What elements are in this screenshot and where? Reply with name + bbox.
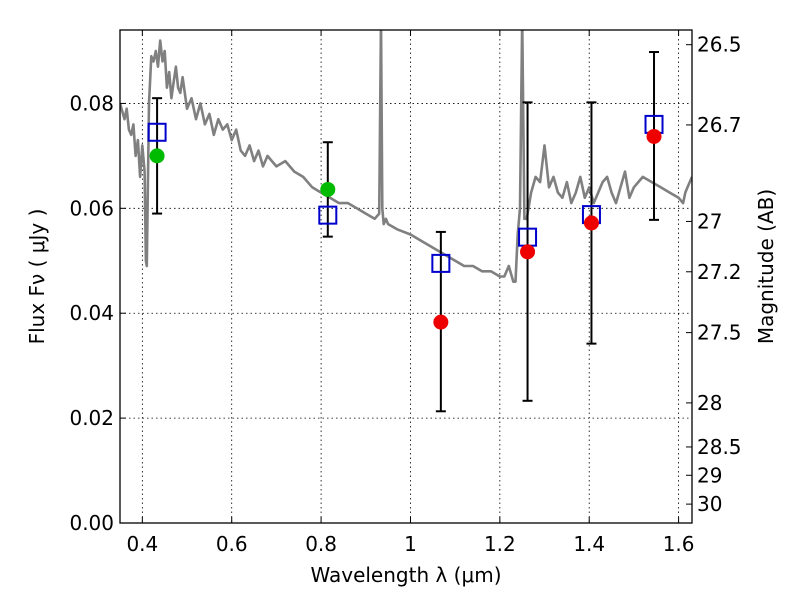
- x-tick-label: 0.8: [305, 532, 337, 556]
- data-point: [433, 314, 449, 330]
- x-tick-label: 1: [404, 532, 417, 556]
- data-point: [583, 215, 599, 231]
- x-tick-label: 0.4: [126, 532, 158, 556]
- ticks: 0.4 0.6 0.8 1 1.2 1.4 1.6 0.00 0.02 0.04 0.06 0.08 2…: [69, 30, 742, 556]
- y2-tick-label: 28: [697, 391, 722, 415]
- model-square-marker: [147, 122, 167, 142]
- data-point: [520, 244, 536, 260]
- data-point: [320, 181, 336, 197]
- x-axis-label: Wavelength λ (μm): [310, 563, 501, 587]
- data-point: [149, 148, 165, 164]
- model-square-marker: [431, 253, 451, 273]
- y2-tick-label: 28.5: [697, 435, 742, 459]
- y2-tick-label: 30: [697, 492, 722, 516]
- x-tick-label: 0.6: [216, 532, 248, 556]
- x-tick-label: 1.6: [663, 532, 695, 556]
- model-square-marker: [318, 205, 338, 225]
- x-tick-label: 1.2: [484, 532, 516, 556]
- y-tick-label: 0.04: [69, 301, 114, 325]
- y-axis-label: Flux Fν ( μJy ): [25, 209, 49, 345]
- y2-tick-label: 27.2: [697, 260, 742, 284]
- y-tick-label: 0.02: [69, 406, 114, 430]
- grid: [120, 30, 692, 524]
- y2-tick-label: 27.5: [697, 321, 742, 345]
- y2-axis-label: Magnitude (AB): [754, 189, 778, 344]
- y-tick-label: 0.08: [69, 91, 114, 115]
- data-point: [646, 128, 662, 144]
- y2-tick-label: 26.5: [697, 33, 742, 57]
- y-tick-label: 0.06: [69, 196, 114, 220]
- plot-frame: [119, 29, 693, 524]
- plot-area: [120, 30, 692, 413]
- y-tick-label: 0.00: [69, 511, 114, 535]
- y2-tick-label: 29: [697, 463, 722, 487]
- model-sed-line: [120, 30, 692, 284]
- x-tick-label: 1.4: [573, 532, 605, 556]
- y2-tick-label: 27: [697, 209, 722, 233]
- y2-tick-label: 26.7: [697, 113, 742, 137]
